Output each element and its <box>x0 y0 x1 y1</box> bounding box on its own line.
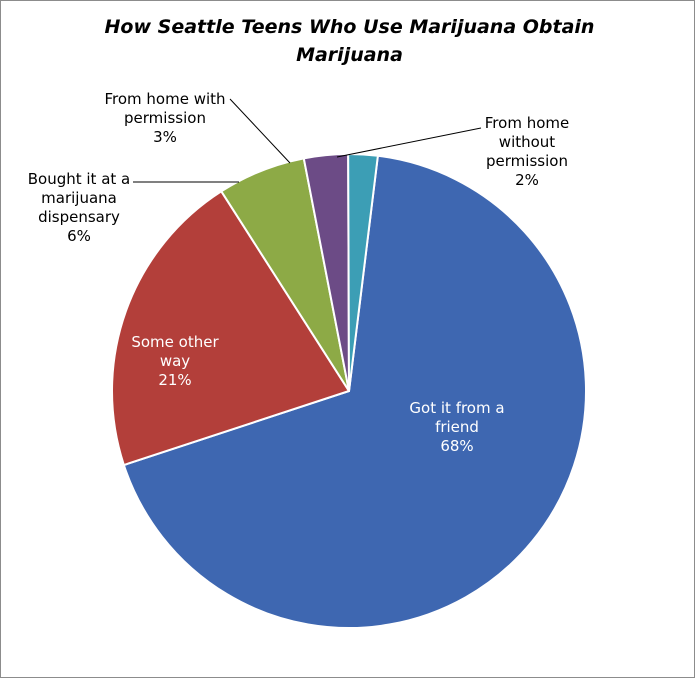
slice-label-line: From home with <box>104 90 225 108</box>
slice-label-line: 2% <box>515 171 539 189</box>
slice-label-line: 6% <box>67 227 91 245</box>
leader-line-4 <box>229 98 291 164</box>
chart-title: How Seattle Teens Who Use Marijuana Obta… <box>104 16 595 66</box>
slice-label-line: dispensary <box>38 208 120 226</box>
pie-slice-2 <box>111 190 350 467</box>
slice-label-line: Some other <box>131 333 219 351</box>
slice-label-line: permission <box>124 109 206 127</box>
slice-label-line: way <box>160 352 190 370</box>
slice-label-line: without <box>499 133 556 151</box>
slice-labels: Got it from a friend 68% Some other way 21% Bo… <box>28 90 569 455</box>
slice-label-1: Got it from a friend 68% <box>409 399 504 455</box>
slice-label-4: From home with permission 3% <box>104 90 225 146</box>
slice-label-line: 68% <box>440 437 473 455</box>
slice-label-line: Got it from a <box>409 399 504 417</box>
pie-slice-5 <box>347 152 379 392</box>
pie-slices <box>111 152 587 629</box>
slice-label-line: friend <box>435 418 479 436</box>
slice-label-line: permission <box>486 152 568 170</box>
slice-label-2: Some other way 21% <box>131 333 219 389</box>
slice-label-5: From home without permission 2% <box>485 114 569 189</box>
leader-line-5 <box>336 127 482 158</box>
slice-label-line: marijuana <box>41 189 117 207</box>
slice-label-line: From home <box>485 114 569 132</box>
slice-label-line: 21% <box>158 371 191 389</box>
slice-label-line: Bought it at a <box>28 170 131 188</box>
slice-label-line: 3% <box>153 128 177 146</box>
pie-slice-1 <box>122 154 587 629</box>
slice-label-3: Bought it at a marijuana dispensary 6% <box>28 170 131 245</box>
leader-lines <box>133 98 482 183</box>
